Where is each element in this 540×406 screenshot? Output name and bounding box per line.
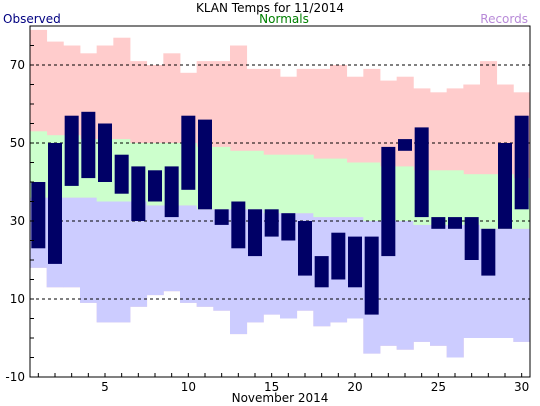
observed-bar-day-4	[81, 111, 96, 179]
observed-bar-day-2	[48, 143, 62, 264]
normals-bar-day-16	[280, 154, 298, 214]
records-low-band-day-8	[146, 205, 164, 296]
observed-bar-day-17	[298, 221, 312, 276]
observed-bar-day-9	[164, 166, 179, 218]
records-low-band-day-26	[446, 224, 464, 358]
x-tick-label: 25	[431, 380, 446, 394]
records-low-band-day-15	[263, 213, 281, 315]
normals-bar-day-12	[213, 146, 231, 210]
legend-normals: Normals	[259, 12, 309, 26]
x-tick-label: 10	[181, 380, 196, 394]
normals-bar-day-25	[430, 170, 448, 225]
observed-bar-day-27	[464, 217, 479, 260]
observed-bar-day-26	[448, 217, 462, 229]
normals-bar-day-20	[346, 162, 364, 218]
normals-bar-day-15	[263, 154, 281, 214]
observed-bar-day-15	[264, 209, 279, 237]
observed-bar-day-1	[31, 182, 46, 249]
observed-bar-day-29	[498, 143, 512, 229]
chart-title: KLAN Temps for 11/2014	[196, 1, 344, 15]
y-tick-label: 30	[10, 214, 25, 228]
records-low-band-day-3	[63, 197, 81, 288]
observed-bar-day-13	[231, 201, 246, 249]
records-low-band-day-30	[513, 228, 531, 342]
records-low-band-day-5	[96, 201, 114, 323]
observed-bar-day-19	[331, 232, 346, 280]
observed-bar-day-10	[181, 115, 196, 190]
observed-bar-day-5	[98, 123, 112, 182]
observed-bar-day-7	[131, 166, 146, 221]
observed-bar-day-11	[198, 119, 212, 210]
records-low-band-day-4	[80, 197, 98, 303]
records-low-band-day-12	[213, 209, 231, 311]
y-tick-label: -10	[5, 370, 25, 384]
observed-bar-day-23	[398, 139, 412, 151]
normals-bar-day-27	[463, 174, 481, 225]
normals-bar-day-23	[396, 166, 414, 221]
observed-bars	[31, 111, 529, 315]
observed-bar-day-20	[348, 236, 362, 288]
y-tick-label: 70	[10, 58, 25, 72]
x-tick-label: 20	[347, 380, 362, 394]
observed-bar-day-16	[281, 213, 296, 241]
legend-records: Records	[480, 12, 528, 26]
records-low-band-day-10	[180, 205, 198, 303]
observed-bar-day-14	[248, 209, 262, 257]
x-axis-label: November 2014	[232, 391, 329, 405]
records-low-band-day-6	[113, 201, 131, 323]
observed-bar-day-22	[381, 146, 396, 257]
normals-bar-day-18	[313, 158, 331, 218]
records-low-band-day-9	[163, 205, 181, 292]
observed-bar-day-24	[414, 127, 429, 218]
observed-bar-day-8	[148, 170, 162, 202]
observed-bar-day-30	[514, 115, 529, 210]
records-low-band-day-29	[496, 228, 514, 338]
observed-bar-day-18	[314, 256, 329, 288]
records-low-band-day-23	[396, 221, 414, 350]
records-low-band-day-24	[413, 224, 431, 342]
y-tick-label: 10	[10, 292, 25, 306]
y-axis-ticks: -10 10 30 50 70	[5, 25, 34, 384]
observed-bar-day-6	[114, 154, 129, 194]
observed-bar-day-21	[364, 236, 379, 315]
normals-bar-day-26	[446, 170, 464, 225]
records-low-band-day-25	[430, 224, 448, 346]
normals-bar-day-28	[480, 174, 498, 229]
normals-bar-day-14	[246, 150, 264, 210]
x-axis-ticks: 5 10 15 20 25 30	[37, 373, 529, 394]
records-low-band-day-11	[196, 209, 214, 307]
normals-bar-day-19	[330, 158, 348, 218]
y-tick-label: 50	[10, 136, 25, 150]
x-tick-label: 30	[514, 380, 529, 394]
x-tick-label: 15	[264, 380, 279, 394]
observed-bar-day-3	[64, 115, 79, 186]
normals-bar-day-21	[363, 162, 381, 221]
observed-bar-day-28	[481, 228, 496, 276]
normals-bar-day-1	[30, 131, 48, 198]
records-low-band-day-7	[130, 201, 148, 307]
observed-bar-day-25	[431, 217, 446, 229]
normals-bar-day-13	[230, 150, 248, 210]
x-tick-label: 5	[101, 380, 109, 394]
observed-bar-day-12	[214, 209, 229, 225]
legend-observed: Observed	[3, 12, 61, 26]
normals-bar-day-17	[296, 154, 314, 214]
